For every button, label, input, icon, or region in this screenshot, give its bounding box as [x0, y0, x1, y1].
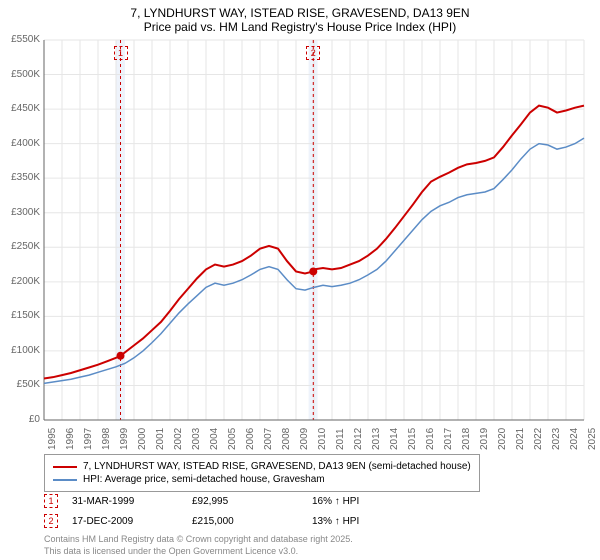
sale-price: £92,995 [192, 496, 312, 507]
chart-canvas [0, 0, 600, 440]
sale-price: £215,000 [192, 516, 312, 527]
y-axis-tick-label: £300K [2, 207, 40, 218]
x-axis-tick-label: 2005 [227, 428, 238, 450]
x-axis-tick-label: 2019 [479, 428, 490, 450]
x-axis-tick-label: 1999 [119, 428, 130, 450]
x-axis-tick-label: 2016 [425, 428, 436, 450]
sale-delta: 16% ↑ HPI [312, 496, 432, 507]
x-axis-tick-label: 1995 [47, 428, 58, 450]
sale-delta: 13% ↑ HPI [312, 516, 432, 527]
license-notice: This data is licensed under the Open Gov… [44, 546, 298, 556]
y-axis-tick-label: £350K [2, 172, 40, 183]
copyright-notice: Contains HM Land Registry data © Crown c… [44, 534, 353, 544]
x-axis-tick-label: 2006 [245, 428, 256, 450]
y-axis-tick-label: £250K [2, 241, 40, 252]
sale-record-row: 2 17-DEC-2009 £215,000 13% ↑ HPI [44, 514, 432, 528]
legend-swatch [53, 479, 77, 481]
x-axis-tick-label: 2023 [551, 428, 562, 450]
y-axis-tick-label: £0 [2, 414, 40, 425]
x-axis-tick-label: 2004 [209, 428, 220, 450]
x-axis-tick-label: 1997 [83, 428, 94, 450]
chart-legend: 7, LYNDHURST WAY, ISTEAD RISE, GRAVESEND… [44, 454, 480, 492]
x-axis-tick-label: 2012 [353, 428, 364, 450]
x-axis-tick-label: 2000 [137, 428, 148, 450]
x-axis-tick-label: 2013 [371, 428, 382, 450]
x-axis-tick-label: 2020 [497, 428, 508, 450]
y-axis-tick-label: £100K [2, 345, 40, 356]
sale-date: 17-DEC-2009 [72, 516, 192, 527]
x-axis-tick-label: 2017 [443, 428, 454, 450]
sale-marker-icon: 1 [44, 494, 58, 508]
legend-label: 7, LYNDHURST WAY, ISTEAD RISE, GRAVESEND… [83, 461, 471, 472]
x-axis-tick-label: 2025 [587, 428, 598, 450]
legend-item-price-paid: 7, LYNDHURST WAY, ISTEAD RISE, GRAVESEND… [53, 461, 471, 472]
x-axis-tick-label: 2010 [317, 428, 328, 450]
legend-swatch [53, 466, 77, 468]
x-axis-tick-label: 2024 [569, 428, 580, 450]
legend-label: HPI: Average price, semi-detached house,… [83, 474, 325, 485]
legend-item-hpi: HPI: Average price, semi-detached house,… [53, 474, 471, 485]
x-axis-tick-label: 2014 [389, 428, 400, 450]
x-axis-tick-label: 2021 [515, 428, 526, 450]
chart-marker-label: 2 [306, 46, 320, 60]
x-axis-tick-label: 2009 [299, 428, 310, 450]
x-axis-tick-label: 2018 [461, 428, 472, 450]
sale-date: 31-MAR-1999 [72, 496, 192, 507]
y-axis-tick-label: £500K [2, 69, 40, 80]
y-axis-tick-label: £200K [2, 276, 40, 287]
x-axis-tick-label: 1996 [65, 428, 76, 450]
x-axis-tick-label: 2001 [155, 428, 166, 450]
y-axis-tick-label: £400K [2, 138, 40, 149]
sale-marker-icon: 2 [44, 514, 58, 528]
x-axis-tick-label: 2002 [173, 428, 184, 450]
y-axis-tick-label: £450K [2, 103, 40, 114]
x-axis-tick-label: 2003 [191, 428, 202, 450]
y-axis-tick-label: £150K [2, 310, 40, 321]
x-axis-tick-label: 2008 [281, 428, 292, 450]
sale-record-row: 1 31-MAR-1999 £92,995 16% ↑ HPI [44, 494, 432, 508]
chart-marker-label: 1 [114, 46, 128, 60]
x-axis-tick-label: 2011 [335, 428, 346, 450]
y-axis-tick-label: £50K [2, 379, 40, 390]
x-axis-tick-label: 2022 [533, 428, 544, 450]
y-axis-tick-label: £550K [2, 34, 40, 45]
x-axis-tick-label: 2015 [407, 428, 418, 450]
x-axis-tick-label: 1998 [101, 428, 112, 450]
x-axis-tick-label: 2007 [263, 428, 274, 450]
